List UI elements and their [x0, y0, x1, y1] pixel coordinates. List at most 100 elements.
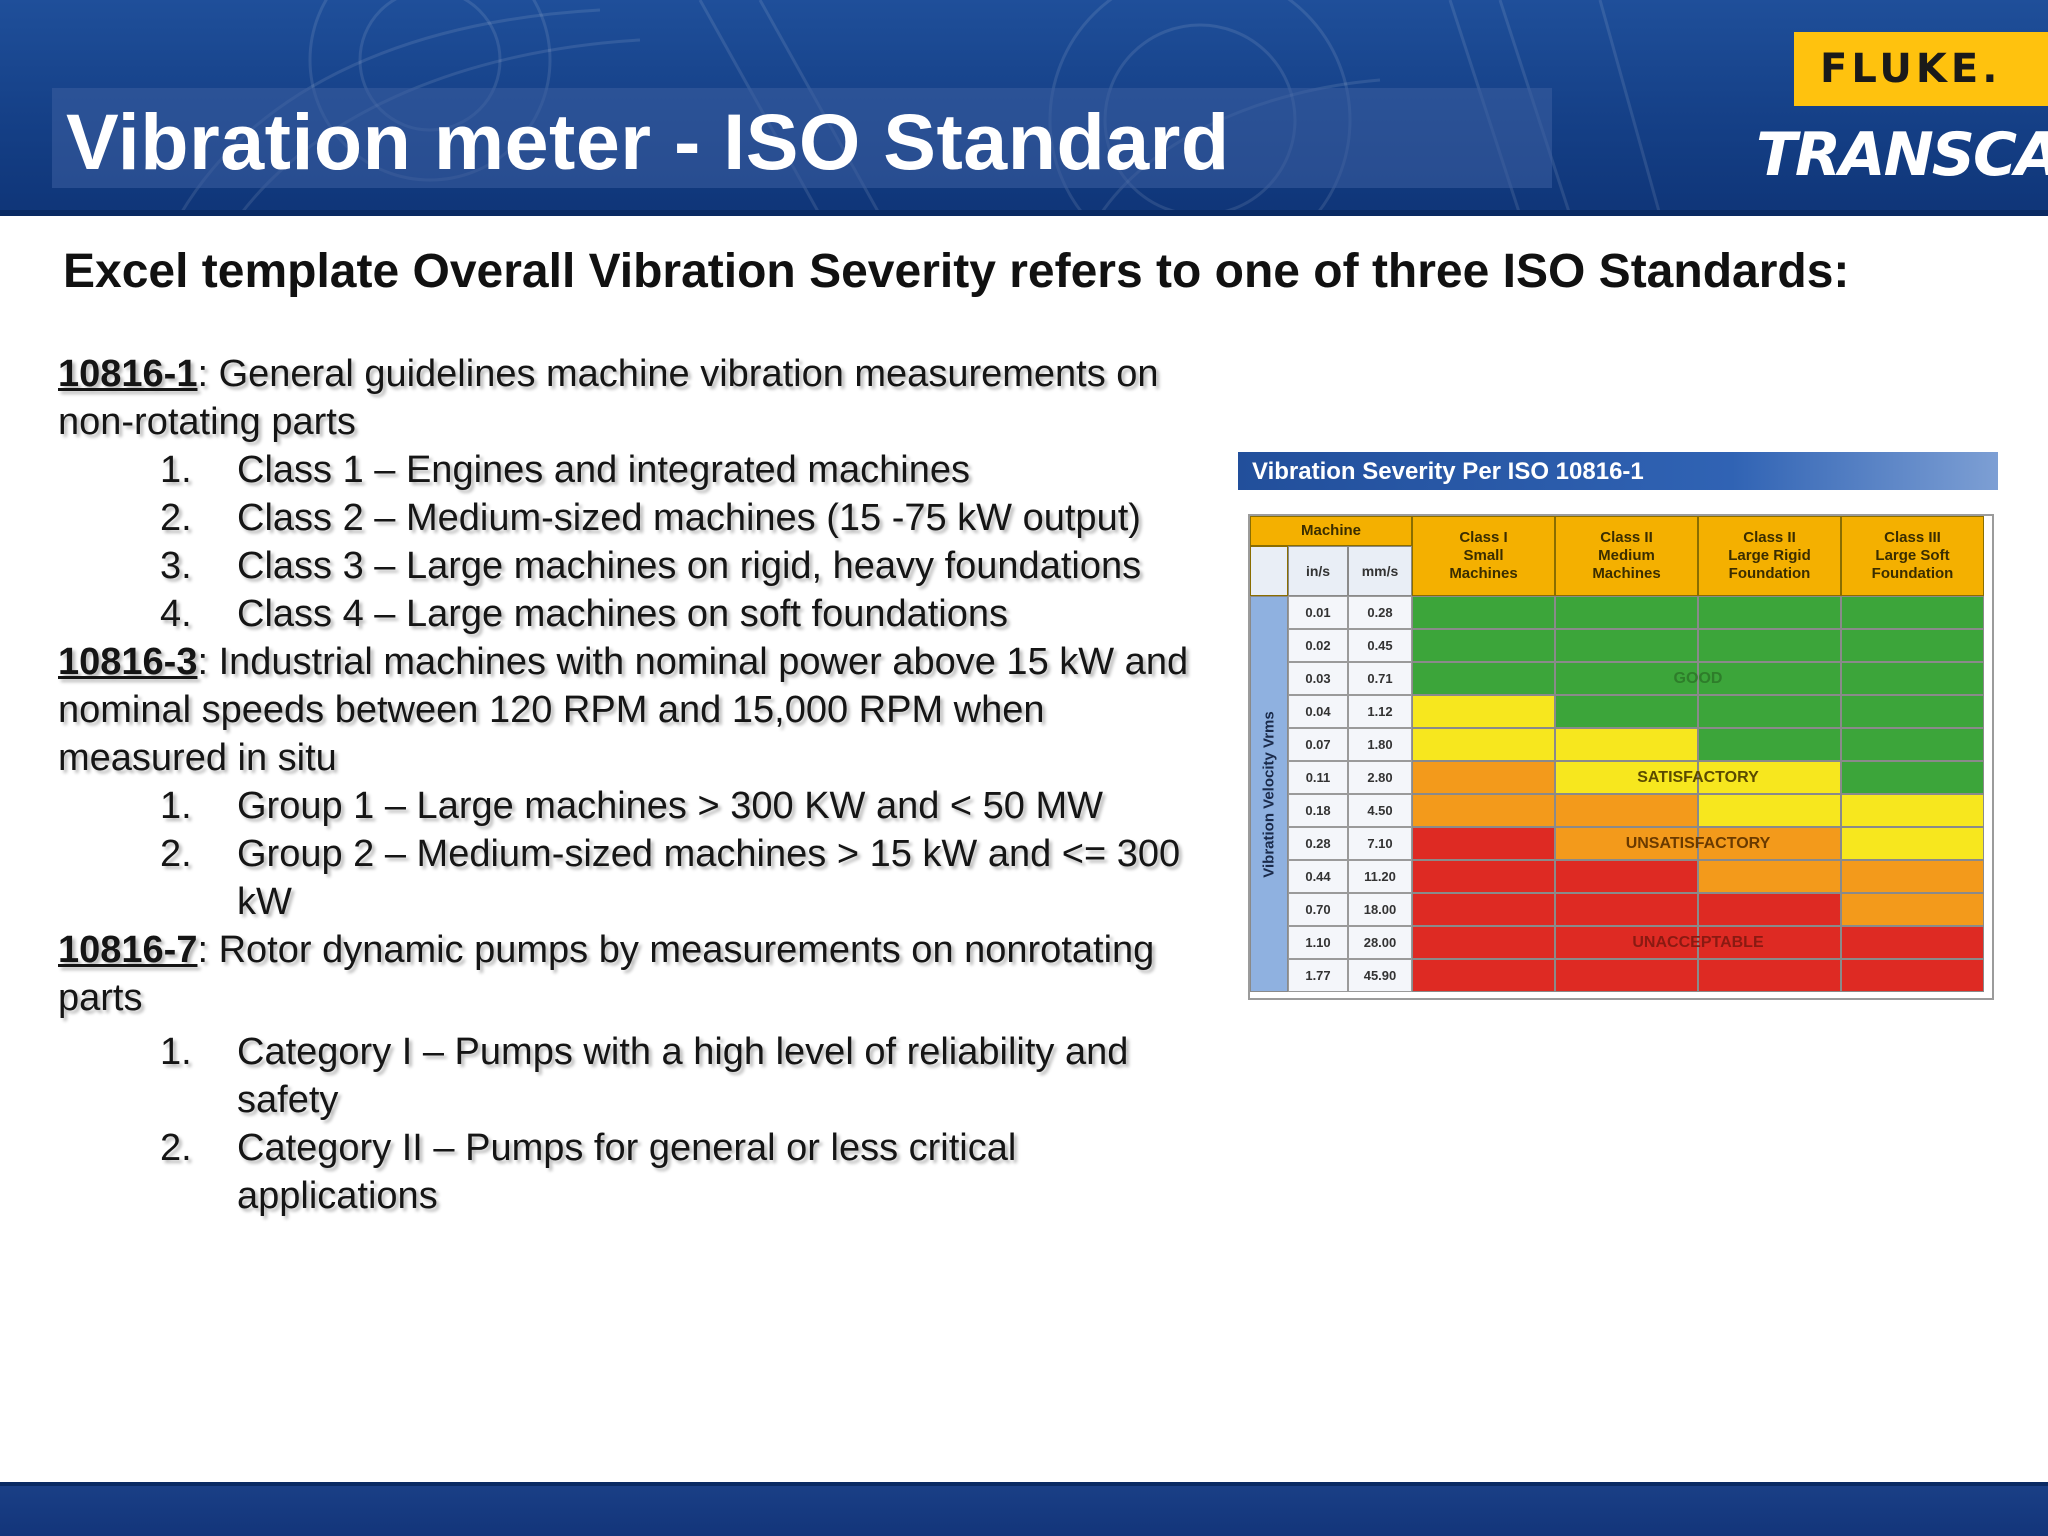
class-header-line: Foundation — [1871, 565, 1954, 582]
class-header-line: Medium — [1598, 547, 1655, 564]
class-header-line: Class III — [1884, 529, 1941, 546]
severity-cell — [1841, 629, 1984, 662]
header-corner — [1250, 546, 1288, 596]
severity-cell — [1841, 893, 1984, 926]
list-number: 4. — [160, 593, 192, 635]
axis-label: Vibration Velocity Vrms — [1251, 597, 1287, 991]
fluke-logo: FLUKE. — [1820, 46, 2002, 92]
severity-cell — [1412, 662, 1555, 695]
row-value-in: 0.07 — [1288, 728, 1348, 761]
severity-cell — [1555, 728, 1698, 761]
standard-description: : Rotor dynamic pumps by measurements on… — [58, 929, 1155, 1019]
unit-header-in: in/s — [1288, 546, 1348, 596]
standard-items: 1. Group 1 – Large machines > 300 KW and … — [58, 782, 1208, 926]
standard-10816-1: 10816-1: General guidelines machine vibr… — [58, 350, 1208, 446]
severity-cell — [1698, 728, 1841, 761]
class-header: Class I Small Machines — [1412, 516, 1555, 596]
list-number: 1. — [160, 785, 192, 827]
severity-cell — [1412, 761, 1555, 794]
list-item: 1. Group 1 – Large machines > 300 KW and … — [58, 782, 1208, 830]
severity-cell — [1412, 596, 1555, 629]
severity-cell — [1555, 959, 1698, 992]
list-item: 2. Category II – Pumps for general or les… — [58, 1124, 1208, 1220]
severity-cell — [1555, 662, 1698, 695]
list-number: 2. — [160, 1127, 192, 1169]
severity-cell — [1841, 860, 1984, 893]
severity-cell — [1412, 860, 1555, 893]
class-header: Class II Large Rigid Foundation — [1698, 516, 1841, 596]
severity-cell — [1841, 926, 1984, 959]
severity-cell — [1698, 596, 1841, 629]
severity-cell — [1412, 893, 1555, 926]
severity-cell — [1555, 893, 1698, 926]
severity-cell — [1412, 926, 1555, 959]
class-header-line: Class I — [1459, 529, 1508, 546]
iso-severity-chart: Vibration Severity Per ISO 10816-1 Machi… — [1238, 452, 1998, 1002]
standard-items: 1. Category I – Pumps with a high level o… — [58, 1028, 1208, 1220]
machine-header: Machine — [1250, 516, 1412, 546]
severity-cell — [1555, 596, 1698, 629]
list-number: 2. — [160, 833, 192, 875]
standard-code: 10816-3 — [58, 641, 198, 683]
row-value-in: 0.28 — [1288, 827, 1348, 860]
row-value-mm: 11.20 — [1348, 860, 1412, 893]
row-value-mm: 1.12 — [1348, 695, 1412, 728]
list-item: 3. Class 3 – Large machines on rigid, hea… — [58, 542, 1208, 590]
severity-cell — [1841, 596, 1984, 629]
axis-band: Vibration Velocity Vrms — [1250, 596, 1288, 992]
severity-cell — [1841, 728, 1984, 761]
severity-cell — [1698, 959, 1841, 992]
footer-band — [0, 1486, 2048, 1536]
severity-cell — [1555, 860, 1698, 893]
transcat-logo: TRANSCAT — [1756, 120, 2048, 190]
severity-cell — [1841, 959, 1984, 992]
class-header: Class III Large Soft Foundation — [1841, 516, 1984, 596]
severity-cell — [1841, 794, 1984, 827]
list-text: Category II – Pumps for general or less … — [237, 1127, 1017, 1217]
severity-cell — [1841, 695, 1984, 728]
severity-cell — [1698, 695, 1841, 728]
page-title: Vibration meter - ISO Standard — [66, 97, 1230, 186]
class-header-line: Machines — [1449, 565, 1518, 582]
axis-label-text: Vibration Velocity Vrms — [1260, 710, 1278, 878]
row-value-in: 0.02 — [1288, 629, 1348, 662]
header-band: Vibration meter - ISO Standard FLUKE. TR… — [0, 0, 2048, 215]
severity-cell — [1412, 959, 1555, 992]
severity-cell — [1698, 662, 1841, 695]
standard-description: : Industrial machines with nominal power… — [58, 641, 1189, 779]
standard-items: 1. Class 1 – Engines and integrated machi… — [58, 446, 1208, 638]
class-header-line: Small — [1463, 547, 1504, 564]
class-header-line: Foundation — [1728, 565, 1811, 582]
severity-cell — [1698, 629, 1841, 662]
severity-cell — [1698, 827, 1841, 860]
list-item: 1. Class 1 – Engines and integrated machi… — [58, 446, 1208, 494]
list-item: 1. Category I – Pumps with a high level o… — [58, 1028, 1208, 1124]
severity-cell — [1698, 893, 1841, 926]
footer-divider — [0, 1482, 2048, 1487]
severity-cell — [1841, 662, 1984, 695]
list-item: 2. Class 2 – Medium-sized machines (15 -7… — [58, 494, 1208, 542]
list-item: 2. Group 2 – Medium-sized machines > 15 k… — [58, 830, 1208, 926]
row-value-in: 0.03 — [1288, 662, 1348, 695]
row-value-in: 1.10 — [1288, 926, 1348, 959]
list-number: 2. — [160, 497, 192, 539]
list-number: 1. — [160, 1031, 192, 1073]
severity-cell — [1698, 926, 1841, 959]
row-value-in: 0.04 — [1288, 695, 1348, 728]
severity-cell — [1555, 794, 1698, 827]
standard-10816-3: 10816-3: Industrial machines with nomina… — [58, 638, 1208, 782]
list-text: Class 3 – Large machines on rigid, heavy… — [237, 545, 1142, 587]
row-value-in: 0.70 — [1288, 893, 1348, 926]
zone-label: SATISFACTORY — [1637, 768, 1759, 786]
list-text: Class 2 – Medium-sized machines (15 -75 … — [237, 497, 1141, 539]
row-value-mm: 4.50 — [1348, 794, 1412, 827]
class-header-line: Class II — [1600, 529, 1653, 546]
row-value-in: 0.18 — [1288, 794, 1348, 827]
severity-cell — [1412, 629, 1555, 662]
title-box — [52, 88, 1552, 188]
fluke-logo-badge — [1794, 32, 2048, 106]
standard-description: : General guidelines machine vibration m… — [58, 353, 1159, 443]
class-header-line: Machines — [1592, 565, 1661, 582]
class-header-line: Large Rigid — [1728, 547, 1811, 564]
class-header: Class II Medium Machines — [1555, 516, 1698, 596]
